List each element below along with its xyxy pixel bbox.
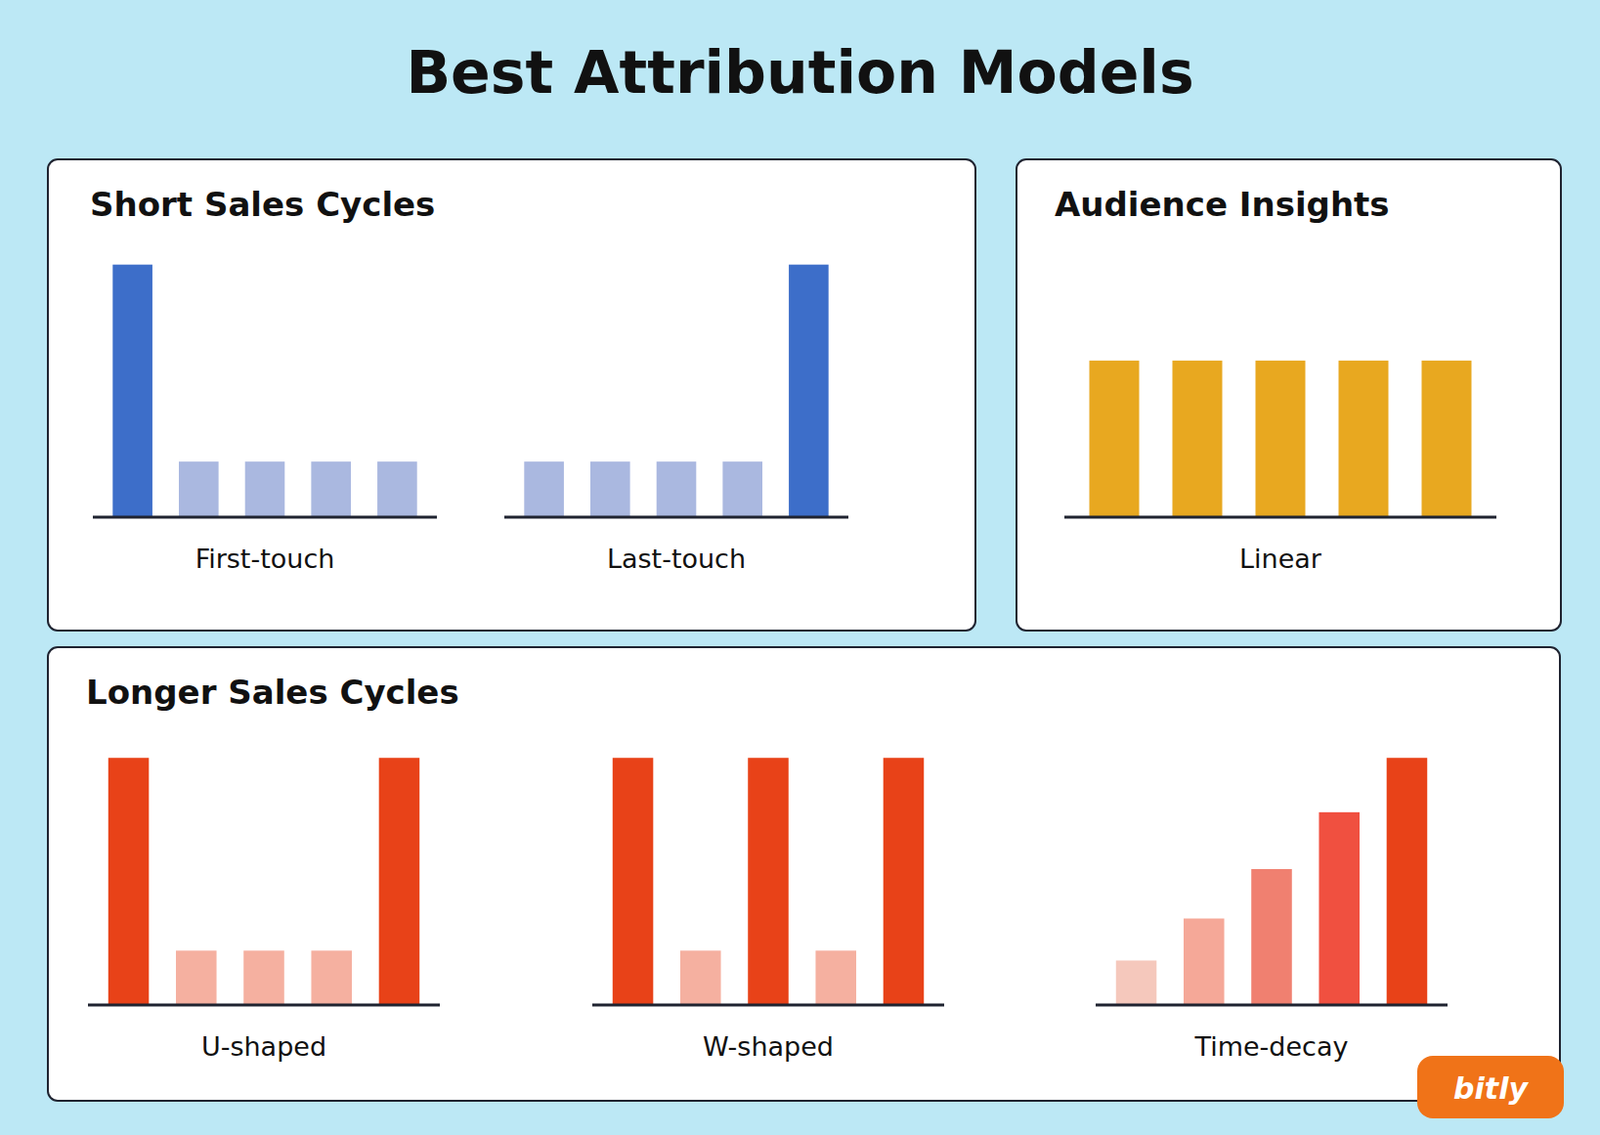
bar: [1422, 360, 1472, 518]
chart-label: First-touch: [195, 543, 336, 574]
bars: [1089, 360, 1472, 518]
bar-chart: W-shaped: [592, 757, 945, 1062]
bar: [178, 461, 219, 518]
bar-chart: Time-decay: [1095, 757, 1448, 1062]
section-box: [1016, 159, 1561, 631]
badge: bitly: [1417, 1055, 1564, 1119]
bar-chart: Last-touch: [504, 264, 849, 574]
bars: [612, 757, 924, 1005]
bar: [1386, 757, 1428, 1005]
baseline: [1064, 516, 1497, 519]
bar: [1089, 360, 1140, 518]
bar: [1183, 918, 1225, 1005]
bar: [883, 757, 925, 1005]
section: Short Sales Cycles: [47, 159, 976, 631]
bars: [108, 757, 420, 1005]
bar: [108, 757, 150, 1005]
section: Longer Sales Cycles: [47, 647, 1560, 1101]
title: Best Attribution Models: [405, 38, 1194, 107]
bar: [377, 461, 418, 518]
bar-chart: First-touch: [92, 264, 437, 574]
bar: [722, 461, 763, 518]
section-title: Short Sales Cycles: [89, 184, 435, 224]
section-box: [47, 647, 1560, 1101]
baseline: [592, 1003, 945, 1007]
chart-label: Last-touch: [606, 543, 746, 574]
bar: [656, 461, 697, 518]
baseline: [87, 1003, 440, 1007]
bar: [243, 950, 285, 1005]
bar: [245, 461, 286, 518]
badge-text: bitly: [1453, 1071, 1529, 1106]
baseline: [92, 516, 437, 519]
bar: [815, 950, 857, 1005]
bar: [379, 757, 421, 1005]
bar: [612, 757, 654, 1005]
bar-chart: U-shaped: [87, 757, 440, 1062]
bars: [1116, 757, 1428, 1005]
bar: [747, 757, 789, 1005]
baseline: [504, 516, 849, 519]
section-title: Longer Sales Cycles: [86, 672, 460, 712]
baseline: [1095, 1003, 1448, 1007]
bar: [1339, 360, 1389, 518]
background: [0, 0, 1600, 1135]
bars: [112, 264, 417, 518]
section-title: Audience Insights: [1054, 184, 1390, 224]
bar: [175, 950, 217, 1005]
bar: [680, 950, 722, 1005]
bar-chart: Linear: [1064, 360, 1497, 574]
canvas: Best Attribution Models Short Sales Cycle…: [0, 0, 1600, 1135]
bar: [590, 461, 631, 518]
bar: [310, 950, 352, 1005]
chart-label: Linear: [1239, 543, 1323, 574]
section: Audience Insights: [1016, 159, 1561, 631]
bar: [1255, 360, 1306, 518]
bar: [310, 461, 351, 518]
section-box: [47, 159, 976, 631]
bar: [788, 264, 829, 518]
chart-label: U-shaped: [201, 1031, 327, 1062]
badge-bg: [1417, 1055, 1564, 1119]
bar: [523, 461, 564, 518]
bar: [112, 264, 153, 518]
bar: [1318, 812, 1360, 1005]
bar: [1116, 960, 1158, 1006]
bars: [523, 264, 828, 518]
bar: [1172, 360, 1223, 518]
bar: [1251, 868, 1293, 1005]
chart-label: Time-decay: [1194, 1031, 1349, 1062]
chart-label: W-shaped: [702, 1031, 834, 1062]
